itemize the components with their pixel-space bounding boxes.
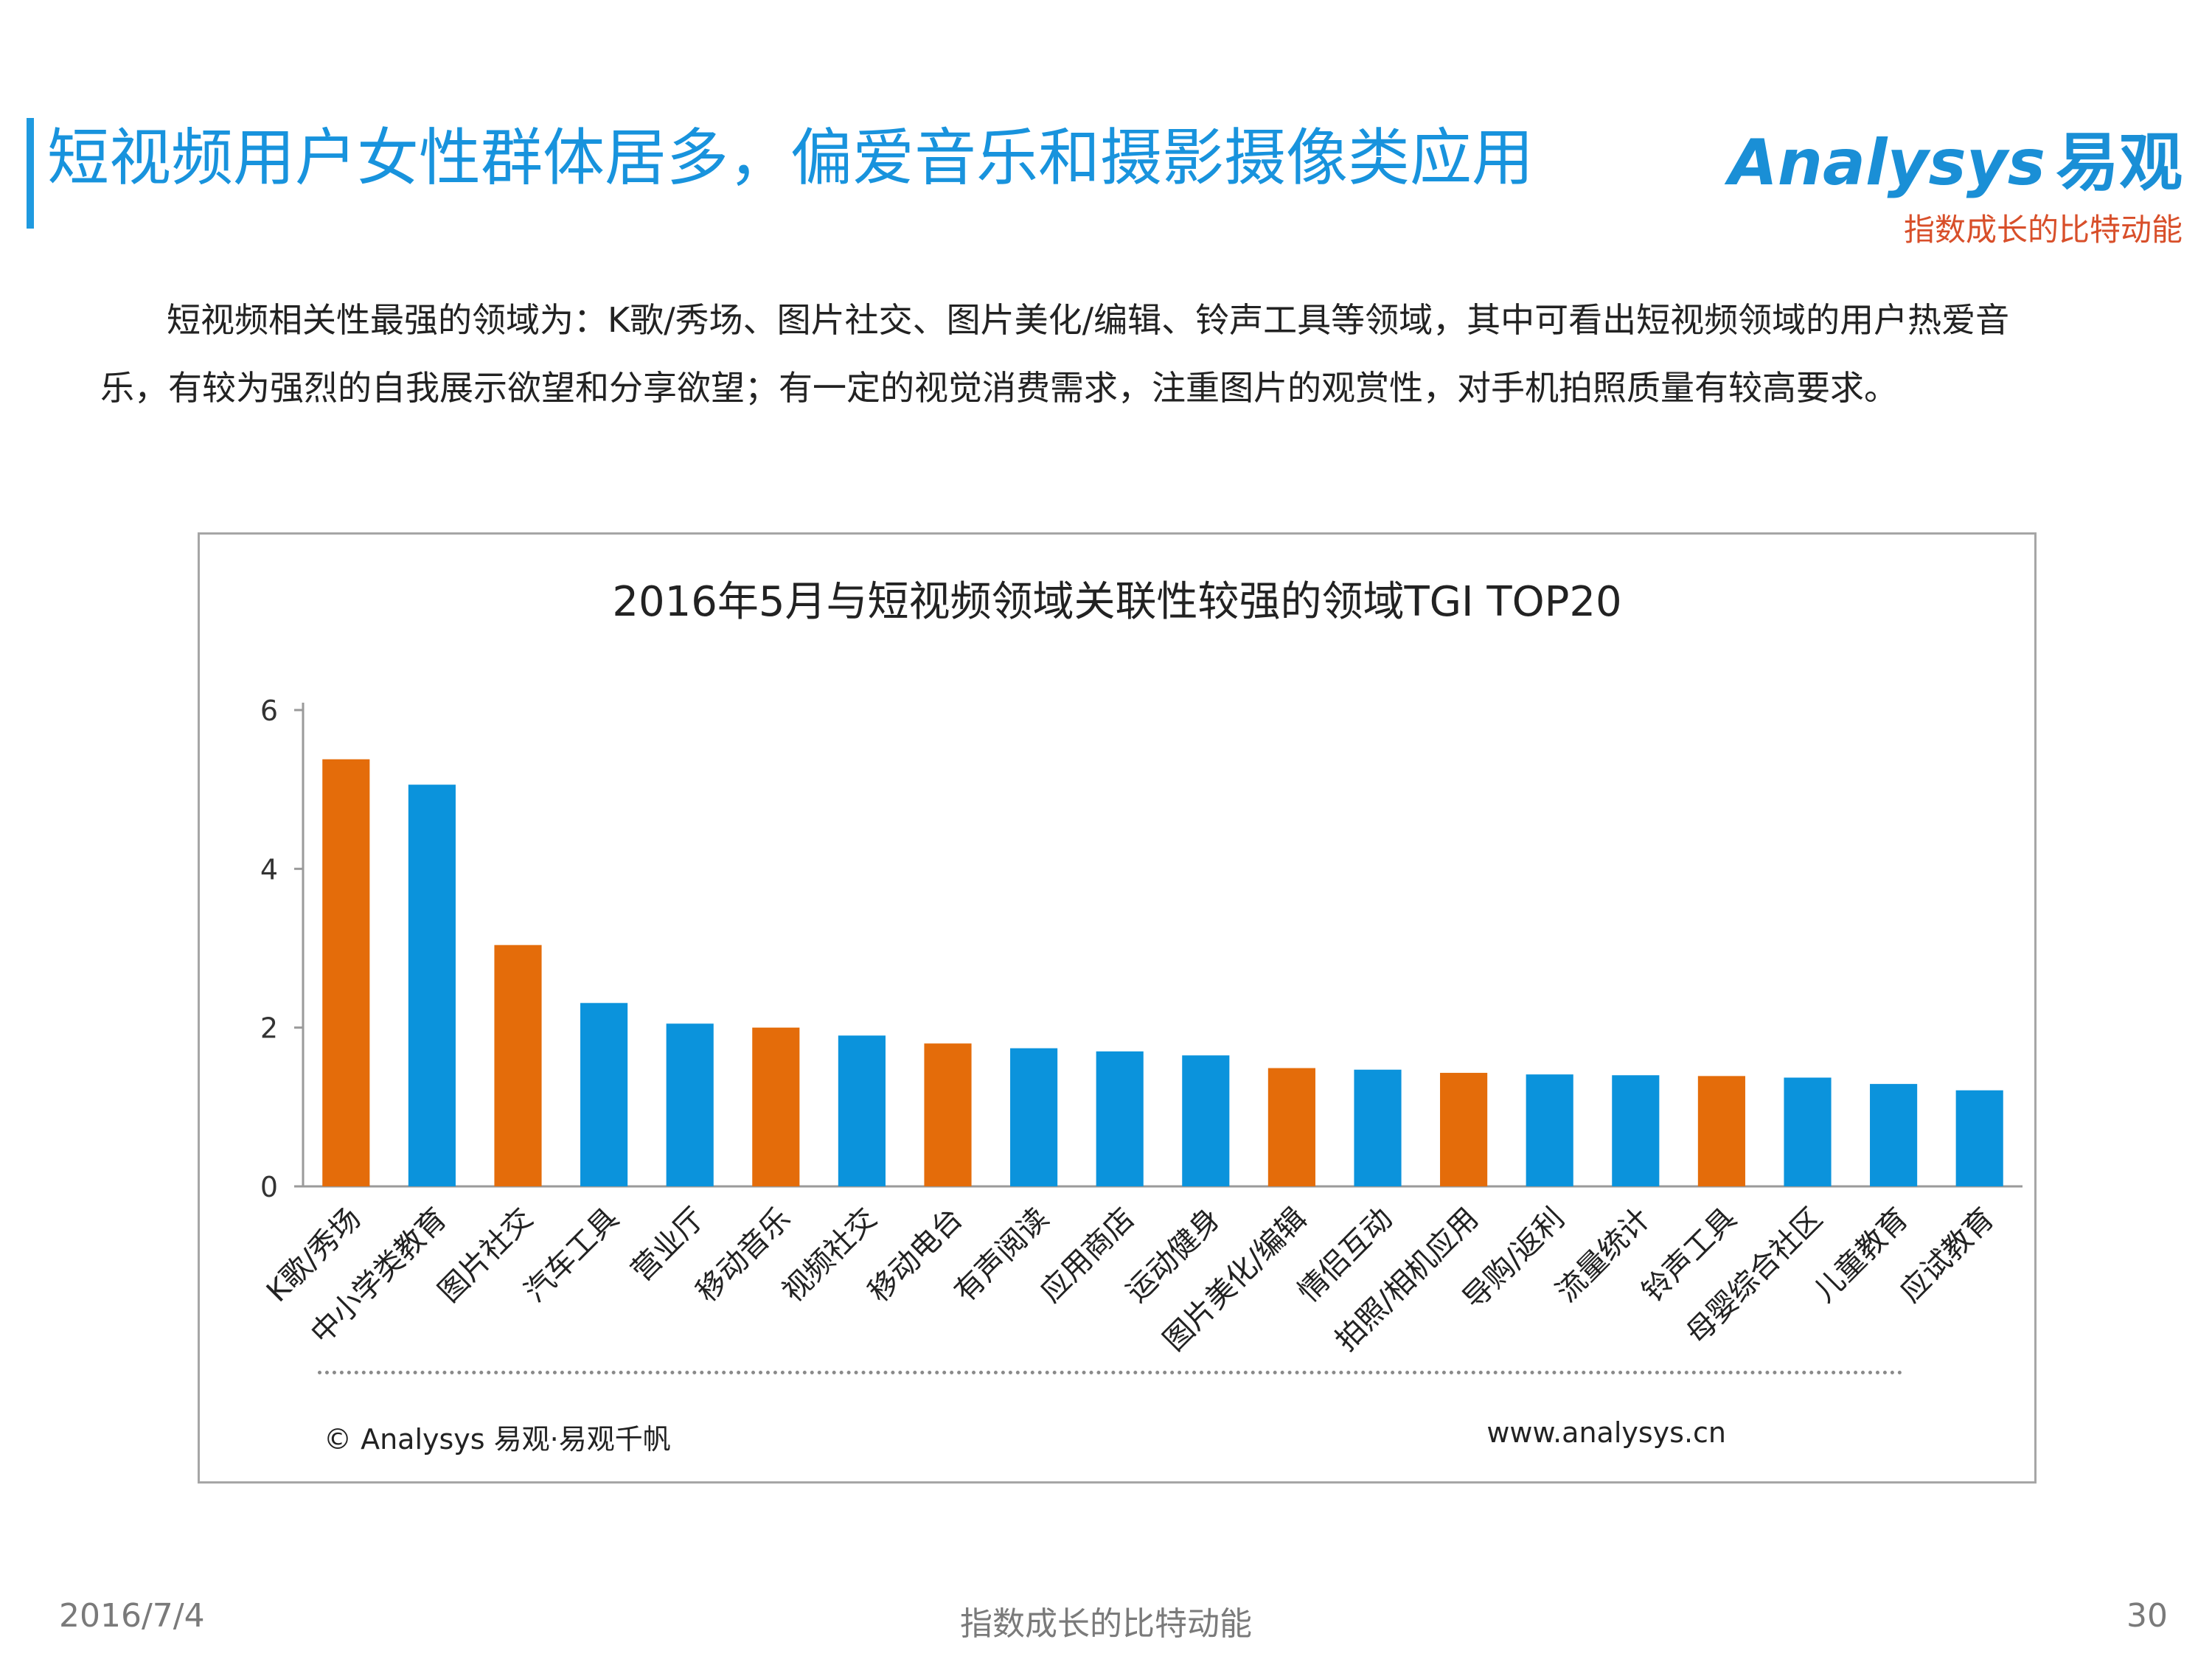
footer-date: 2016/7/4 [59,1597,205,1635]
bar [1955,1090,2003,1186]
x-tick-label: 应用商店 [1034,1202,1141,1310]
brand-logo-cn: 易观 [2056,126,2183,200]
intro-paragraph: 短视频相关性最强的领域为：K歌/秀场、图片社交、图片美化/编辑、铃声工具等领域，… [100,300,2010,408]
y-tick-label: 6 [260,695,278,727]
chart-copyright: © Analysys 易观·易观千帆 [324,1423,671,1455]
y-tick-label: 2 [260,1012,278,1045]
bar [1612,1075,1660,1186]
y-tick-label: 0 [260,1171,278,1203]
bar [1870,1084,1918,1186]
bar [322,759,370,1186]
x-tick-label: 营业厅 [625,1202,711,1288]
bar [1697,1076,1745,1186]
bar [1526,1074,1573,1186]
x-tick-label: 移动电台 [862,1202,970,1310]
brand-slogan: 指数成长的比特动能 [1903,212,2183,248]
x-tick-label: 应试教育 [1893,1202,2001,1310]
bar [1096,1051,1144,1186]
bar [924,1043,972,1186]
y-tick-label: 4 [260,853,278,886]
bar [1182,1055,1230,1186]
x-tick-label: 流量统计 [1550,1202,1658,1310]
chart-frame: 0 2 4 6 K歌/秀场 中小学类教育 图片社交 汽车工具 营业厅 移动音乐 视频社交 移动电台 有声… [198,532,2037,1484]
bar [752,1027,800,1186]
bar [580,1003,628,1186]
page-title: 短视频用户女性群体居多，偏爱音乐和摄影摄像类应用 [47,122,1534,194]
bar [666,1023,714,1186]
bar [1354,1069,1402,1186]
brand: Analysys 易观 指数成长的比特动能 [1728,111,2183,258]
x-tick-label: 图片社交 [432,1202,540,1310]
bar [1784,1077,1832,1186]
bar [1267,1068,1315,1186]
title-accent-bar [27,118,34,229]
footer-page-number: 30 [2126,1597,2168,1635]
bar [1440,1073,1488,1186]
bar [1010,1048,1058,1186]
bar [494,945,542,1186]
x-tick-label: 汽车工具 [518,1202,626,1310]
footer-slogan: 指数成长的比特动能 [960,1605,1252,1643]
bar [408,785,456,1186]
x-tick-label: 视频社交 [776,1202,883,1310]
bar [838,1035,886,1186]
x-tick-label: 有声阅读 [948,1202,1056,1310]
chart-divider [318,1371,1903,1374]
x-tick-label: 儿童教育 [1808,1202,1916,1310]
brand-logo: Analysys 易观 [1728,111,2183,203]
x-tick-label: 移动音乐 [690,1202,798,1310]
brand-logo-en: Analysys [1728,126,2045,200]
chart-website: www.analysys.cn [1486,1416,1726,1449]
chart-title: 2016年5月与短视频领域关联性较强的领域TGI TOP20 [612,578,1622,626]
